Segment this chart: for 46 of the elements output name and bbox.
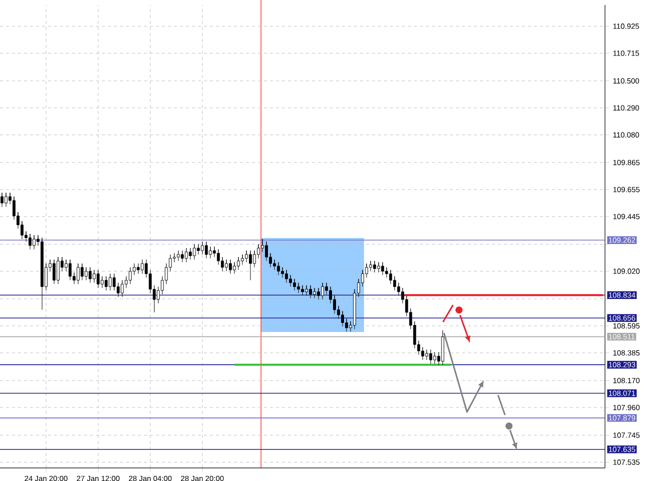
candlestick: [68, 259, 72, 280]
candlestick: [192, 244, 196, 260]
candlestick: [277, 262, 280, 276]
candlestick: [297, 282, 300, 294]
candlestick: [285, 270, 288, 284]
candlestick: [313, 288, 316, 298]
candlestick: [104, 276, 108, 291]
candlestick: [373, 260, 376, 273]
candlestick: [200, 241, 204, 255]
candlestick: [188, 248, 192, 260]
candlestick: [305, 285, 308, 296]
candlestick: [4, 192, 8, 208]
candlestick: [176, 250, 180, 262]
candlestick: [40, 238, 44, 310]
candlestick: [76, 263, 80, 284]
candlestick: [377, 262, 380, 273]
candlestick: [224, 259, 228, 272]
candlestick: [184, 248, 188, 262]
candlestick: [88, 267, 92, 284]
candlestick: [120, 280, 124, 298]
candlestick: [140, 259, 144, 274]
candlestick: [293, 278, 296, 291]
candlestick: [248, 250, 252, 280]
candlestick: [381, 262, 384, 276]
candlestick: [236, 256, 240, 270]
candlestick: [108, 274, 112, 291]
candlestick: [96, 270, 100, 288]
candlestick: [32, 234, 36, 250]
candlestick: [321, 282, 324, 300]
candlestick: [301, 285, 304, 296]
candlestick: [180, 250, 184, 262]
candlestick: [0, 192, 4, 208]
candlestick: [52, 259, 56, 284]
candlestick: [425, 349, 428, 360]
candlestick: [433, 352, 436, 364]
candlestick: [204, 241, 208, 259]
candlestick: [228, 259, 232, 274]
candlestick: [28, 234, 32, 250]
candlestick: [429, 349, 432, 364]
candlestick: [441, 330, 444, 366]
candlestick: [84, 267, 88, 280]
candlestick: [128, 267, 132, 284]
candlestick: [309, 285, 312, 298]
candlestick: [56, 256, 60, 284]
candlestick: [136, 263, 140, 274]
candlestick: [80, 263, 84, 280]
